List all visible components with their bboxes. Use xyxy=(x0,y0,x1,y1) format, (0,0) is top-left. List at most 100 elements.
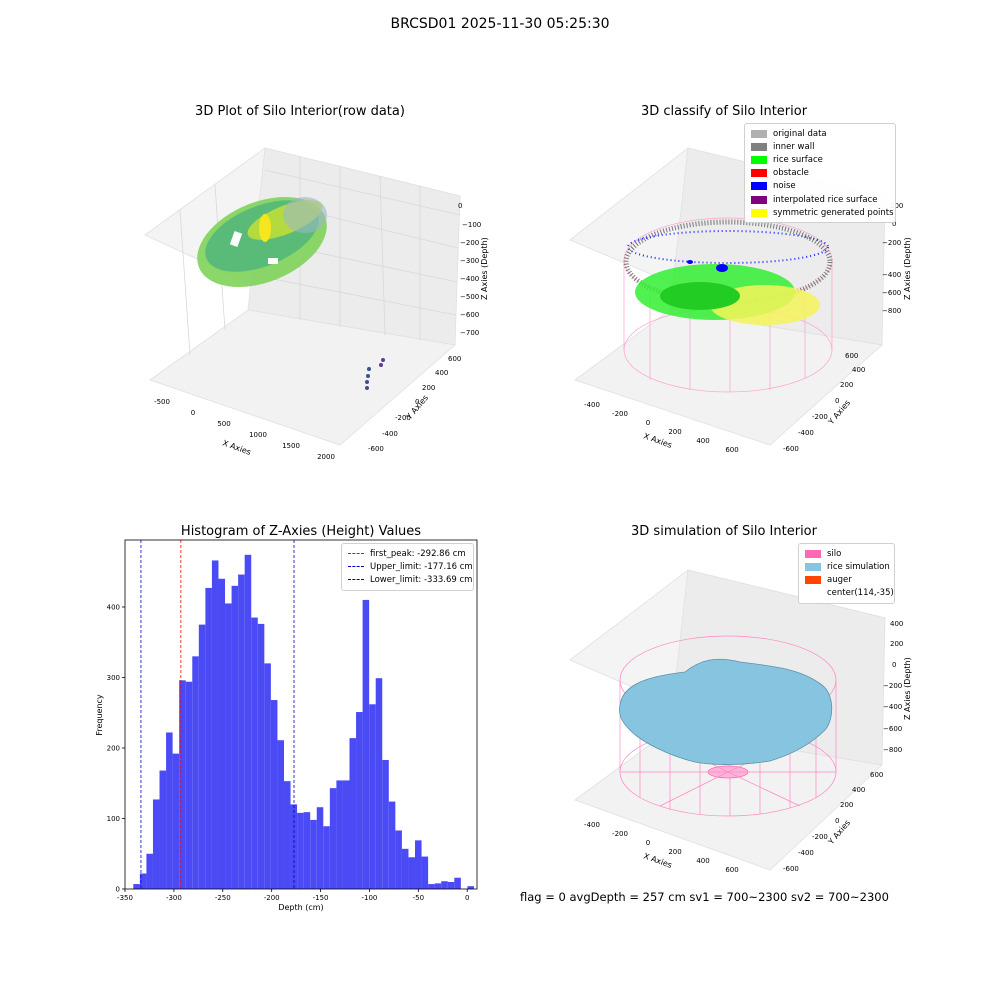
p4-xtick: -200 xyxy=(612,830,628,838)
histogram-bar xyxy=(447,881,455,889)
legend-swatch xyxy=(751,182,767,191)
panel1-zlabel: Z Axies (Depth) xyxy=(480,237,489,300)
panel2-zlabel: Z Axies (Depth) xyxy=(903,237,912,300)
legend-item: Lower_limit: -333.69 cm xyxy=(348,573,472,586)
p4-ytick: 400 xyxy=(852,786,865,794)
panel4-title: 3D simulation of Silo Interior xyxy=(631,524,817,539)
histogram-ylabel: Frequency xyxy=(95,694,104,736)
p1-ztick: −600 xyxy=(460,311,479,319)
panel1-3d-plot: -500 0 500 1000 1500 2000 X Axies -600 -… xyxy=(144,147,489,461)
p1-xtick: 1500 xyxy=(282,442,300,450)
p4-xtick: 400 xyxy=(696,857,709,865)
legend-item: rice simulation xyxy=(805,560,890,573)
histogram-frame xyxy=(124,539,478,890)
panel1-axes-box xyxy=(144,147,461,446)
x-tick-label: 0 xyxy=(465,894,469,902)
p4-ztick: 200 xyxy=(890,640,903,648)
p2-ztick: −800 xyxy=(882,307,901,315)
histogram-bar xyxy=(211,560,219,889)
histogram-xlabel: Depth (cm) xyxy=(278,903,323,912)
panel4-3d-plot: -400 -200 0 200 400 600 X Axies -600 -40… xyxy=(569,569,912,874)
histogram-y-ticks: 0 100 200 300 400 xyxy=(107,603,125,894)
p1-ztick: −700 xyxy=(460,329,479,337)
histogram-bar xyxy=(218,578,226,889)
legend-line xyxy=(348,579,364,581)
histogram-bar xyxy=(244,554,252,889)
p1-ytick: 200 xyxy=(422,384,435,392)
panel2-legend: original data inner wall rice surface ob… xyxy=(744,123,896,224)
legend-swatch xyxy=(751,169,767,178)
p4-ytick: -200 xyxy=(812,833,828,841)
histogram-bar xyxy=(454,877,461,889)
x-tick-label: -50 xyxy=(413,894,424,902)
histogram-bar xyxy=(166,732,173,889)
panel1-point-cloud xyxy=(197,197,385,390)
histogram-bar xyxy=(434,883,442,889)
histogram-bar xyxy=(257,623,265,889)
p1-ytick: 600 xyxy=(448,355,461,363)
legend-item: silo xyxy=(805,547,888,560)
histogram-bar xyxy=(349,738,357,889)
histogram-bar xyxy=(192,656,199,889)
legend-swatch xyxy=(805,589,821,597)
panel1-x-ticks: -500 0 500 1000 1500 2000 xyxy=(154,398,335,461)
p2-ytick: 600 xyxy=(845,352,858,360)
p2-xtick: 0 xyxy=(646,419,650,427)
legend-item: interpolated rice surface xyxy=(751,193,889,206)
x-tick-label: -200 xyxy=(264,894,280,902)
panel1-z-ticks: 0 −100 −200 −300 −400 −500 −600 −700 xyxy=(458,202,481,337)
p1-xtick: 0 xyxy=(191,409,195,417)
p2-ztick: −200 xyxy=(882,239,901,247)
legend-line xyxy=(348,566,364,568)
p2-ytick: 200 xyxy=(840,381,853,389)
legend-item: symmetric generated points xyxy=(751,206,894,219)
p1-ytick: -600 xyxy=(368,445,384,453)
p2-xtick: 600 xyxy=(725,446,738,454)
histogram-bar xyxy=(428,884,435,889)
p4-ztick: −400 xyxy=(883,703,902,711)
histogram-bar xyxy=(342,780,350,889)
histogram-bar xyxy=(159,770,167,889)
panel4-x-ticks: -400 -200 0 200 400 600 xyxy=(584,821,739,874)
p1-xtick: 2000 xyxy=(317,453,335,461)
histogram-bars xyxy=(133,554,474,889)
histogram-bar xyxy=(329,788,337,889)
p2-ytick: -200 xyxy=(812,413,828,421)
p1-xtick: -500 xyxy=(154,398,170,406)
p4-ztick: −200 xyxy=(883,682,902,690)
p4-xtick: -400 xyxy=(584,821,600,829)
panel4-y-ticks: -600 -400 -200 0 200 400 600 xyxy=(783,771,883,873)
figure-title: BRCSD01 2025-11-30 05:25:30 xyxy=(390,16,610,32)
legend-item: rice surface xyxy=(751,153,889,166)
histogram-bar xyxy=(251,617,258,889)
histogram-bar xyxy=(369,704,376,889)
histogram-bar xyxy=(316,807,324,889)
histogram-bar xyxy=(356,712,363,889)
legend-item: first_peak: -292.86 cm xyxy=(348,547,467,560)
histogram-bar xyxy=(441,881,448,889)
panel3-title: Histogram of Z-Axies (Height) Values xyxy=(180,524,422,539)
histogram-bar xyxy=(388,801,396,889)
histogram-bar xyxy=(152,799,160,889)
y-tick-label: 100 xyxy=(107,815,120,823)
p2-ytick: -600 xyxy=(783,445,799,453)
y-tick-label: 300 xyxy=(107,674,120,682)
p1-ztick: −400 xyxy=(460,275,479,283)
histogram-bar xyxy=(225,603,232,889)
histogram-bar xyxy=(179,680,186,889)
legend-swatch xyxy=(805,575,821,584)
panel2-x-ticks: -400 -200 0 200 400 600 xyxy=(584,401,739,454)
p2-ytick: 400 xyxy=(852,366,865,374)
histogram-bar xyxy=(283,781,291,889)
panel1-title: 3D Plot of Silo Interior(row data) xyxy=(195,104,405,119)
x-tick-label: -300 xyxy=(166,894,182,902)
histogram-bar xyxy=(264,663,271,889)
panel2-3d-plot: -400 -200 0 200 400 600 X Axies -600 -40… xyxy=(569,147,912,454)
p1-ztick: −200 xyxy=(460,239,479,247)
p4-xtick: 200 xyxy=(668,848,681,856)
p2-ztick: −600 xyxy=(882,289,901,297)
p1-ytick: 400 xyxy=(435,369,448,377)
y-tick-label: 400 xyxy=(107,603,120,611)
legend-swatch xyxy=(751,208,767,217)
histogram-bar xyxy=(395,830,402,889)
